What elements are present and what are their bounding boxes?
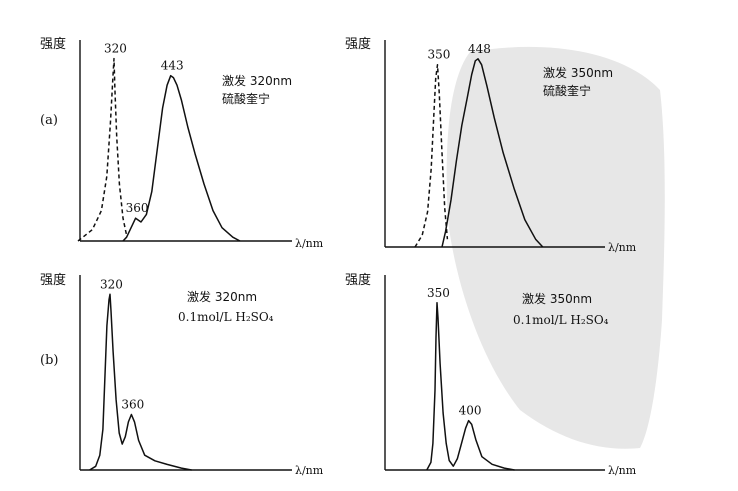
peak-label-350: 350 (428, 48, 451, 62)
emission-spectrum-line (89, 293, 192, 471)
annotation-line-2: 硫酸奎宁 (222, 91, 270, 106)
x-axis-label: λ/nm (608, 241, 637, 254)
annotation-line-1: 激发 350nm (543, 65, 613, 80)
x-axis-label: λ/nm (608, 464, 637, 477)
emission-spectrum-line (441, 58, 544, 248)
peak-label-320: 320 (100, 277, 123, 291)
emission-spectrum-line (122, 74, 241, 242)
emission-spectrum-line (426, 302, 515, 471)
peak-label-448: 448 (468, 42, 491, 56)
y-axis-label: 强度 (40, 36, 66, 52)
annotation-line-2: 0.1mol/L H₂SO₄ (513, 313, 609, 327)
y-axis-label: 强度 (40, 272, 66, 288)
excitation-spectrum-line (414, 63, 449, 248)
y-axis-label: 强度 (345, 272, 371, 288)
peak-label-360: 360 (121, 398, 144, 412)
peak-label-360: 360 (126, 201, 149, 215)
annotation-line-1: 激发 320nm (222, 73, 292, 88)
x-axis-label: λ/nm (295, 237, 324, 250)
panel-b-left: 强度 λ/nm 激发 320nm 0.1mol/L H₂SO₄ 320 360 (40, 272, 324, 477)
excitation-spectrum-line (77, 57, 128, 242)
annotation-line-1: 激发 350nm (522, 291, 592, 306)
panel-a-left: 强度 λ/nm 激发 320nm 硫酸奎宁 320 360 443 (40, 36, 324, 250)
panel-b-right: 强度 λ/nm 激发 350nm 0.1mol/L H₂SO₄ 350 400 (345, 272, 637, 477)
annotation-line-2: 硫酸奎宁 (543, 83, 591, 98)
peak-label-320: 320 (104, 42, 127, 56)
peak-label-443: 443 (161, 59, 184, 73)
annotation-line-1: 激发 320nm (187, 289, 257, 304)
x-axis-label: λ/nm (295, 464, 324, 477)
peak-label-400: 400 (459, 404, 482, 418)
peak-label-350: 350 (427, 286, 450, 300)
annotation-line-2: 0.1mol/L H₂SO₄ (178, 310, 274, 324)
row-label-a: (a) (40, 113, 58, 128)
panel-a-right: 强度 λ/nm 激发 350nm 硫酸奎宁 350 448 (345, 36, 637, 254)
y-axis-label: 强度 (345, 36, 371, 52)
row-label-b: (b) (40, 353, 58, 368)
